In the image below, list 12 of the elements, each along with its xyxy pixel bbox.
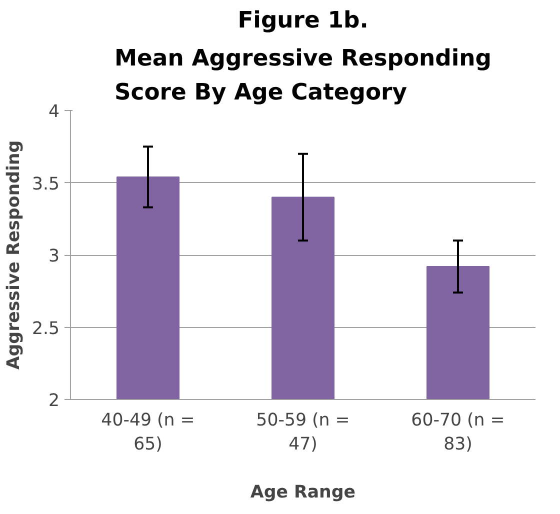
y-tick-label: 3.5 [32, 174, 60, 194]
x-tick-label: 50-59 (n = 47) [256, 410, 350, 454]
y-tick-label: 2 [48, 391, 60, 411]
x-tick-label: 40-49 (n = 65) [101, 410, 195, 454]
x-axis-title: Age Range [250, 482, 356, 502]
y-tick-label: 3 [48, 246, 60, 266]
y-tick-label: 2.5 [32, 318, 60, 339]
y-tick-label: 4 [48, 102, 60, 122]
x-tick-label: 60-70 (n = 83) [411, 410, 505, 454]
y-axis-title: Aggressive Responding [4, 140, 24, 370]
chart-title: Figure 1b. [238, 8, 368, 34]
chart-subtitle: Mean Aggressive Responding Score By Age Category [114, 46, 492, 106]
